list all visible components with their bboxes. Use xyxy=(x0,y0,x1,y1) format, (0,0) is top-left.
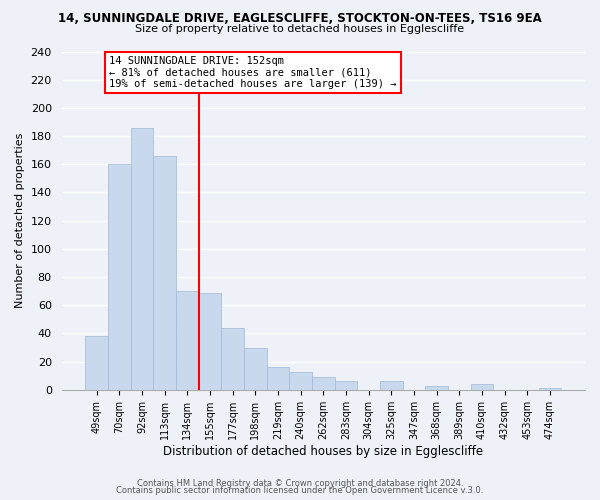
Text: Contains HM Land Registry data © Crown copyright and database right 2024.: Contains HM Land Registry data © Crown c… xyxy=(137,478,463,488)
X-axis label: Distribution of detached houses by size in Egglescliffe: Distribution of detached houses by size … xyxy=(163,444,484,458)
Bar xyxy=(221,328,244,390)
Bar xyxy=(154,156,176,390)
Bar xyxy=(108,164,131,390)
Bar xyxy=(266,368,289,390)
Text: 14 SUNNINGDALE DRIVE: 152sqm
← 81% of detached houses are smaller (611)
19% of s: 14 SUNNINGDALE DRIVE: 152sqm ← 81% of de… xyxy=(109,56,397,89)
Bar xyxy=(131,128,154,390)
Bar xyxy=(380,382,403,390)
Bar xyxy=(244,348,266,390)
Y-axis label: Number of detached properties: Number of detached properties xyxy=(15,133,25,308)
Bar xyxy=(539,388,561,390)
Bar xyxy=(470,384,493,390)
Bar xyxy=(312,377,335,390)
Bar xyxy=(199,292,221,390)
Text: Size of property relative to detached houses in Egglescliffe: Size of property relative to detached ho… xyxy=(136,24,464,34)
Bar xyxy=(176,291,199,390)
Text: 14, SUNNINGDALE DRIVE, EAGLESCLIFFE, STOCKTON-ON-TEES, TS16 9EA: 14, SUNNINGDALE DRIVE, EAGLESCLIFFE, STO… xyxy=(58,12,542,26)
Bar xyxy=(85,336,108,390)
Text: Contains public sector information licensed under the Open Government Licence v.: Contains public sector information licen… xyxy=(116,486,484,495)
Bar xyxy=(425,386,448,390)
Bar xyxy=(335,382,357,390)
Bar xyxy=(289,372,312,390)
